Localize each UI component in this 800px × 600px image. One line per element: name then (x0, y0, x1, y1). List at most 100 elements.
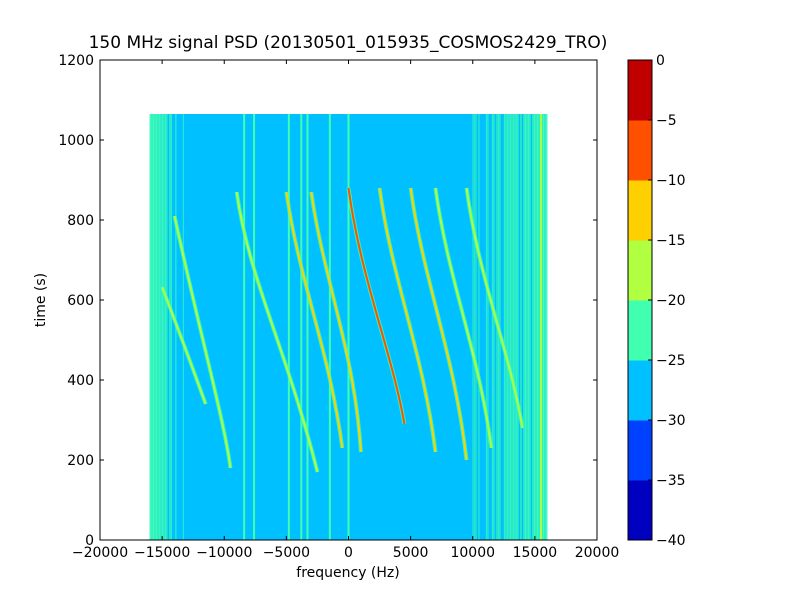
signal-track (173, 215, 232, 469)
x-tick-label: 10000 (450, 545, 495, 561)
x-tick-label: 15000 (513, 545, 558, 561)
noise-stripe (503, 114, 506, 540)
noise-stripe (151, 114, 153, 540)
colorbar-tick-label: −40 (656, 533, 686, 549)
colorbar: −40 −35 −30 −25 −20 −15 −10 −5 0 (627, 53, 686, 549)
signal-track (409, 187, 468, 461)
noise-stripe (169, 114, 171, 540)
noise-stripe (170, 114, 172, 540)
x-axis-label: frequency (Hz) (296, 565, 399, 581)
colorbar-band (628, 300, 652, 361)
noise-stripe (509, 114, 512, 540)
chart-title: 150 MHz signal PSD (20130501_015935_COSM… (89, 33, 608, 53)
noise-stripe (472, 114, 474, 540)
x-tick-label: 5000 (393, 545, 429, 561)
noise-stripe (527, 114, 530, 540)
signal-track (310, 191, 362, 453)
y-tick-label: 1200 (58, 53, 94, 69)
noise-stripe (508, 114, 510, 540)
noise-stripe (517, 114, 519, 540)
heatmap-layer (149, 114, 548, 540)
signal-track (285, 191, 344, 449)
x-axis-ticks: −20000 −15000 −10000 −5000 0 5000 10000 15000 20… (72, 60, 619, 561)
noise-stripe (182, 114, 184, 540)
plot-area: −20000 −15000 −10000 −5000 0 5000 10000 15000 20… (58, 53, 619, 561)
signal-track (235, 191, 319, 473)
noise-stripe (538, 114, 540, 540)
noise-stripe (152, 114, 154, 540)
noise-stripe (475, 114, 477, 540)
signal-track (347, 187, 406, 425)
noise-stripe (536, 114, 539, 540)
colorbar-band (628, 240, 652, 301)
y-tick-label: 0 (85, 533, 94, 549)
colorbar-tick-label: −5 (656, 113, 677, 129)
noise-stripe (505, 114, 507, 540)
x-tick-label: −20000 (72, 545, 128, 561)
noise-band (472, 114, 548, 540)
noise-stripe (485, 114, 488, 540)
colorbar-ticks: −40 −35 −30 −25 −20 −15 −10 −5 0 (648, 53, 686, 549)
colorbar-tick-label: −25 (656, 353, 686, 369)
noise-stripe (524, 114, 527, 540)
colorbar-band (628, 180, 652, 241)
colorbar-band (628, 480, 652, 541)
colorbar-band (628, 120, 652, 181)
noise-stripe (491, 114, 494, 540)
x-tick-label: −10000 (196, 545, 252, 561)
noise-stripe (511, 114, 513, 540)
y-axis-ticks: 0 200 400 600 800 1000 1200 (58, 53, 597, 549)
signal-track (434, 187, 493, 449)
noise-stripe (520, 114, 522, 540)
signal-track (378, 187, 437, 453)
colorbar-band (628, 60, 652, 121)
y-tick-label: 400 (67, 373, 94, 389)
colorbar-band (628, 360, 652, 421)
noise-stripe (535, 114, 537, 540)
noise-stripe (473, 114, 476, 540)
noise-stripe (514, 114, 516, 540)
noise-stripe (161, 114, 163, 540)
y-tick-label: 200 (67, 453, 94, 469)
signal-tracks (160, 187, 525, 473)
noise-stripe (487, 114, 489, 540)
noise-stripe (493, 114, 495, 540)
noise-stripe (478, 114, 480, 540)
x-tick-label: 20000 (575, 545, 620, 561)
noise-stripe (512, 114, 515, 540)
y-tick-label: 800 (67, 213, 94, 229)
y-tick-label: 1000 (58, 133, 94, 149)
colorbar-tick-label: −30 (656, 413, 686, 429)
signal-track (465, 187, 524, 429)
noise-stripe (526, 114, 528, 540)
noise-stripe (163, 114, 165, 540)
noise-stripe (515, 114, 518, 540)
noise-stripe (158, 114, 160, 540)
noise-stripe (155, 114, 157, 540)
noise-stripe (149, 114, 151, 540)
noise-stripe (542, 114, 545, 540)
noise-stripe (544, 114, 546, 540)
noise-stripe (166, 114, 168, 540)
x-tick-label: 0 (344, 545, 353, 561)
signal-track (161, 286, 207, 405)
colorbar-tick-label: −15 (656, 233, 686, 249)
colorbar-band (628, 420, 652, 481)
colorbar-bands (628, 60, 652, 541)
y-tick-label: 600 (67, 293, 94, 309)
colorbar-tick-label: 0 (656, 53, 665, 69)
noise-stripe (506, 114, 509, 540)
noise-stripe (523, 114, 525, 540)
noise-stripe (164, 114, 166, 540)
colorbar-tick-label: −10 (656, 173, 686, 189)
noise-stripe (545, 114, 548, 540)
y-axis-label: time (s) (33, 273, 49, 327)
noise-stripe (532, 114, 534, 540)
noise-stripe (154, 114, 156, 540)
x-tick-label: −15000 (134, 545, 190, 561)
noise-stripe (157, 114, 159, 540)
noise-stripe (533, 114, 536, 540)
noise-stripe (529, 114, 531, 540)
noise-stripe (160, 114, 162, 540)
